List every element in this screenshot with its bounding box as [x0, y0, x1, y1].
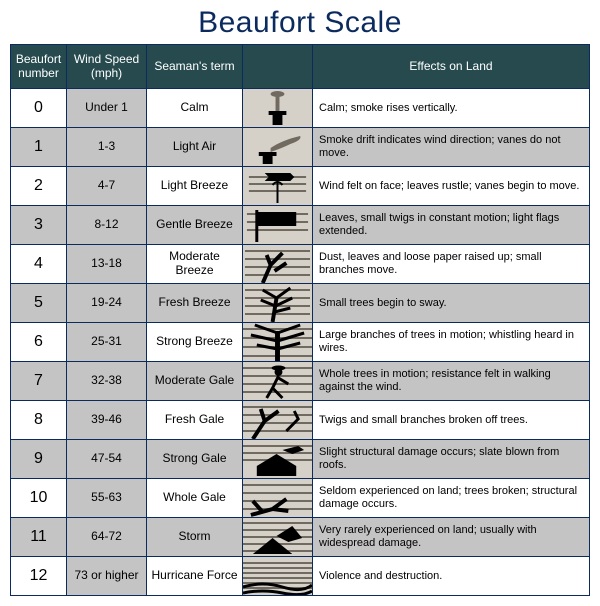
cell-number: 6 [11, 323, 67, 362]
hurricane-icon [243, 557, 313, 596]
cell-effects: Dust, leaves and loose paper raised up; … [313, 245, 590, 284]
cell-number: 1 [11, 128, 67, 167]
cell-speed: Under 1 [67, 89, 147, 128]
flag-icon [243, 206, 313, 245]
header-speed: Wind Speed (mph) [67, 45, 147, 89]
big-tree-icon [243, 323, 313, 362]
header-effects: Effects on Land [313, 45, 590, 89]
table-row: 732-38Moderate Gale Whole trees in motio… [11, 362, 590, 401]
table-row: 839-46Fresh Gale Twigs and small branche… [11, 401, 590, 440]
tree-down-icon [243, 479, 313, 518]
cell-speed: 13-18 [67, 245, 147, 284]
cell-number: 3 [11, 206, 67, 245]
cell-effects: Whole trees in motion; resistance felt i… [313, 362, 590, 401]
table-row: 1164-72Storm Very rarely experienced on … [11, 518, 590, 557]
cell-speed: 25-31 [67, 323, 147, 362]
table-row: 519-24Fresh Breeze Small trees begin to … [11, 284, 590, 323]
cell-speed: 4-7 [67, 167, 147, 206]
cell-number: 9 [11, 440, 67, 479]
broken-branch-icon [243, 401, 313, 440]
table-row: 947-54Strong Gale Slight structural dama… [11, 440, 590, 479]
smoke-up-icon [243, 89, 313, 128]
storm-icon [243, 518, 313, 557]
header-row: Beaufort number Wind Speed (mph) Seaman'… [11, 45, 590, 89]
table-row: 625-31Strong Breeze Large branches of tr… [11, 323, 590, 362]
cell-term: Moderate Breeze [147, 245, 243, 284]
cell-number: 4 [11, 245, 67, 284]
cell-effects: Violence and destruction. [313, 557, 590, 596]
cell-term: Strong Breeze [147, 323, 243, 362]
beaufort-table: Beaufort number Wind Speed (mph) Seaman'… [10, 44, 590, 596]
cell-speed: 1-3 [67, 128, 147, 167]
cell-number: 10 [11, 479, 67, 518]
cell-term: Strong Gale [147, 440, 243, 479]
cell-speed: 47-54 [67, 440, 147, 479]
table-row: 413-18Moderate Breeze Dust, leaves and l… [11, 245, 590, 284]
header-term: Seaman's term [147, 45, 243, 89]
cell-number: 8 [11, 401, 67, 440]
roof-icon [243, 440, 313, 479]
cell-term: Moderate Gale [147, 362, 243, 401]
cell-speed: 55-63 [67, 479, 147, 518]
cell-effects: Very rarely experienced on land; usually… [313, 518, 590, 557]
cell-speed: 8-12 [67, 206, 147, 245]
cell-term: Light Breeze [147, 167, 243, 206]
cell-speed: 32-38 [67, 362, 147, 401]
cell-effects: Small trees begin to sway. [313, 284, 590, 323]
cell-effects: Wind felt on face; leaves rustle; vanes … [313, 167, 590, 206]
cell-term: Hurricane Force [147, 557, 243, 596]
cell-term: Gentle Breeze [147, 206, 243, 245]
cell-effects: Calm; smoke rises vertically. [313, 89, 590, 128]
cell-speed: 73 or higher [67, 557, 147, 596]
cell-term: Light Air [147, 128, 243, 167]
cell-effects: Smoke drift indicates wind direction; va… [313, 128, 590, 167]
cell-term: Fresh Breeze [147, 284, 243, 323]
cell-term: Whole Gale [147, 479, 243, 518]
cell-number: 12 [11, 557, 67, 596]
header-number: Beaufort number [11, 45, 67, 89]
page-title: Beaufort Scale [10, 6, 590, 40]
table-row: 11-3Light Air Smoke drift indicates wind… [11, 128, 590, 167]
smoke-drift-icon [243, 128, 313, 167]
table-row: 38-12Gentle Breeze Leaves, small twigs i… [11, 206, 590, 245]
cell-speed: 19-24 [67, 284, 147, 323]
cell-number: 11 [11, 518, 67, 557]
table-row: 24-7Light Breeze Wind felt on face; leav… [11, 167, 590, 206]
cell-effects: Slight structural damage occurs; slate b… [313, 440, 590, 479]
branch-icon [243, 245, 313, 284]
cell-number: 2 [11, 167, 67, 206]
cell-number: 0 [11, 89, 67, 128]
cell-term: Calm [147, 89, 243, 128]
cell-number: 5 [11, 284, 67, 323]
small-tree-icon [243, 284, 313, 323]
cell-term: Storm [147, 518, 243, 557]
cell-effects: Large branches of trees in motion; whist… [313, 323, 590, 362]
header-icon [243, 45, 313, 89]
cell-term: Fresh Gale [147, 401, 243, 440]
table-row: 1273 or higherHurricane Force Violence a… [11, 557, 590, 596]
cell-speed: 64-72 [67, 518, 147, 557]
cell-speed: 39-46 [67, 401, 147, 440]
walker-icon [243, 362, 313, 401]
cell-effects: Leaves, small twigs in constant motion; … [313, 206, 590, 245]
table-row: 0Under 1Calm Calm; smoke rises verticall… [11, 89, 590, 128]
vane-icon [243, 167, 313, 206]
cell-effects: Twigs and small branches broken off tree… [313, 401, 590, 440]
cell-number: 7 [11, 362, 67, 401]
cell-effects: Seldom experienced on land; trees broken… [313, 479, 590, 518]
table-row: 1055-63Whole Gale Seldom experienced on … [11, 479, 590, 518]
